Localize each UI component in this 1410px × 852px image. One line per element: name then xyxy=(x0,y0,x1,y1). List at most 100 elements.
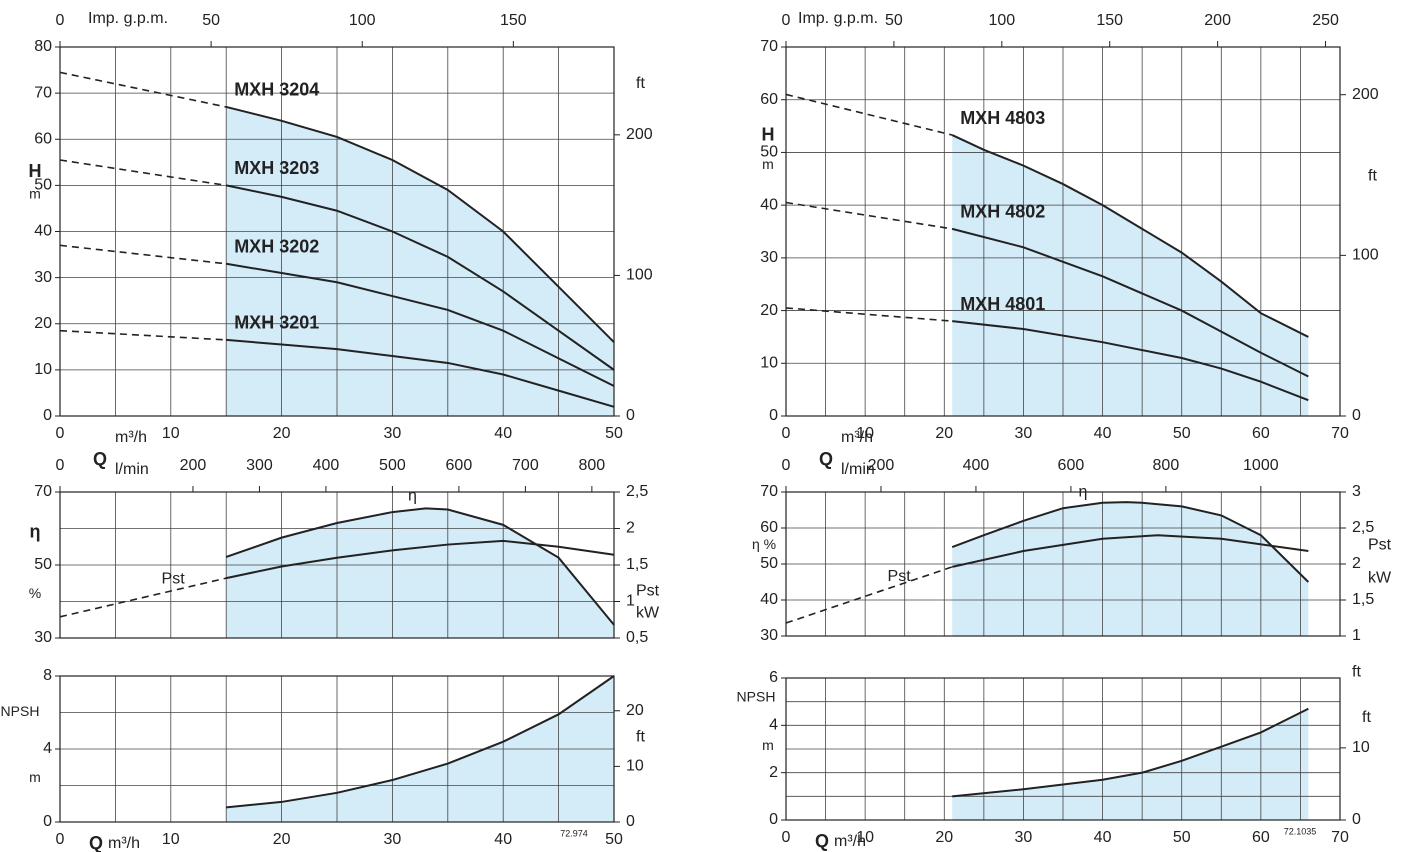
x2-tick-label: 800 xyxy=(1153,457,1180,474)
x2-tick-label: 400 xyxy=(313,457,340,474)
curve-label: MXH 4801 xyxy=(960,294,1045,314)
curve-extrapolation xyxy=(59,159,227,187)
x-tick-label: 20 xyxy=(935,425,953,442)
x2-axis-label: l/min xyxy=(841,461,875,478)
x2-tick-label: 400 xyxy=(963,457,990,474)
x2-tick-label: 1000 xyxy=(1243,457,1279,474)
curve xyxy=(952,707,1309,798)
y2-axis-label: ft xyxy=(636,75,645,92)
y2-tick-label: 0 xyxy=(626,813,635,830)
x-tick-label: 60 xyxy=(1252,425,1270,442)
y-axis-label: NPSH xyxy=(1,703,40,719)
x2-tick-label: 300 xyxy=(246,457,273,474)
curve-extrapolation xyxy=(785,201,953,230)
curve xyxy=(225,184,615,371)
curve xyxy=(951,501,1310,583)
y2-tick-label: 10 xyxy=(1352,739,1370,756)
x2-tick-label: 0 xyxy=(782,12,791,29)
y-tick-label: 40 xyxy=(760,196,778,213)
curve xyxy=(951,227,1309,378)
y-tick-label: 0 xyxy=(43,813,52,830)
x-tick-label: 30 xyxy=(1015,829,1033,846)
y-tick-label: 2 xyxy=(769,764,778,781)
x2-tick-label: 50 xyxy=(202,12,220,29)
y-tick-label: 20 xyxy=(760,302,778,319)
x2-axis-label: Imp. g.p.m. xyxy=(798,10,878,27)
x-axis-label: m³/h xyxy=(834,833,866,850)
y2-tick-label: 3 xyxy=(1352,483,1361,500)
y-tick-label: 30 xyxy=(34,269,52,286)
curve-extrapolation xyxy=(59,244,227,265)
x2-tick-label: 0 xyxy=(782,457,791,474)
curve-extrapolation xyxy=(785,566,953,624)
y-tick-label: 50 xyxy=(34,177,52,194)
curve xyxy=(225,539,615,580)
y-tick-label: 10 xyxy=(760,355,778,372)
plot-frame xyxy=(59,675,615,823)
x2-tick-label: 500 xyxy=(379,457,406,474)
y-tick-label: 70 xyxy=(34,483,52,500)
x2-tick-label: 0 xyxy=(56,457,65,474)
y2-axis-label: Pst xyxy=(1368,536,1392,553)
curve-label: MXH 3202 xyxy=(234,237,319,257)
y2-tick-label: 0 xyxy=(1352,407,1361,424)
x-tick-label: 30 xyxy=(384,425,402,442)
curve xyxy=(226,262,615,387)
q-label: Q xyxy=(93,449,107,469)
y2-tick-label: 1,5 xyxy=(1352,591,1374,608)
curve xyxy=(225,105,615,343)
y-axis-label: H xyxy=(29,161,42,181)
curve-extrapolation xyxy=(785,93,953,136)
x-tick-label: 40 xyxy=(494,425,512,442)
y2-axis-label: ft xyxy=(1368,167,1377,184)
x2-tick-label: 0 xyxy=(56,12,65,29)
y-axis-label: m xyxy=(762,156,774,172)
y2-tick-label: 2 xyxy=(626,520,635,537)
y-axis-label: NPSH xyxy=(737,689,776,705)
x2-tick-label: 150 xyxy=(500,12,527,29)
x-tick-label: 10 xyxy=(856,829,874,846)
x-tick-label: 30 xyxy=(1015,425,1033,442)
x2-tick-label: 100 xyxy=(988,12,1015,29)
y-tick-label: 20 xyxy=(34,315,52,332)
x-tick-label: 10 xyxy=(162,831,180,848)
curve-label: η xyxy=(1079,483,1088,500)
y2-tick-label: 200 xyxy=(626,126,653,143)
curve-extrapolation xyxy=(59,329,227,341)
drawing-code: 72.974 xyxy=(560,828,588,838)
x-tick-label: 0 xyxy=(56,831,65,848)
y2-tick-label: 100 xyxy=(626,267,653,284)
y-axis-label: m xyxy=(29,769,41,785)
x2-tick-label: 200 xyxy=(868,457,895,474)
x2-tick-label: 250 xyxy=(1312,12,1339,29)
curve-extrapolation xyxy=(59,71,227,108)
y-tick-label: 50 xyxy=(34,556,52,573)
q-label: Q xyxy=(89,833,103,852)
x-tick-label: 0 xyxy=(782,829,791,846)
x-tick-label: 50 xyxy=(1173,829,1191,846)
x2-tick-label: 600 xyxy=(446,457,473,474)
x-tick-label: 40 xyxy=(1094,425,1112,442)
curve-label: MXH 4803 xyxy=(960,108,1045,128)
y-tick-label: 0 xyxy=(769,407,778,424)
y2-tick-label: 2 xyxy=(1352,555,1361,572)
y2-tick-label: 1 xyxy=(1352,627,1361,644)
curve-label: MXH 3204 xyxy=(234,80,319,100)
curve xyxy=(952,320,1309,402)
x2-tick-label: 700 xyxy=(512,457,539,474)
plot-frame xyxy=(785,677,1341,821)
curve-label: Pst xyxy=(162,571,186,588)
q-label: Q xyxy=(815,831,829,851)
x-axis-label: m³/h xyxy=(841,429,873,446)
x2-tick-label: 200 xyxy=(1204,12,1231,29)
x-tick-label: 0 xyxy=(56,425,65,442)
y-axis-label: % xyxy=(29,585,41,601)
y-tick-label: 70 xyxy=(760,38,778,55)
y2-axis-label: ft xyxy=(636,729,645,746)
y-axis-label: H xyxy=(762,124,775,144)
y2-tick-label: 0 xyxy=(1352,811,1361,828)
curve xyxy=(226,338,615,408)
x-tick-label: 20 xyxy=(273,425,291,442)
x2-tick-label: 800 xyxy=(579,457,606,474)
y-tick-label: 6 xyxy=(769,669,778,686)
